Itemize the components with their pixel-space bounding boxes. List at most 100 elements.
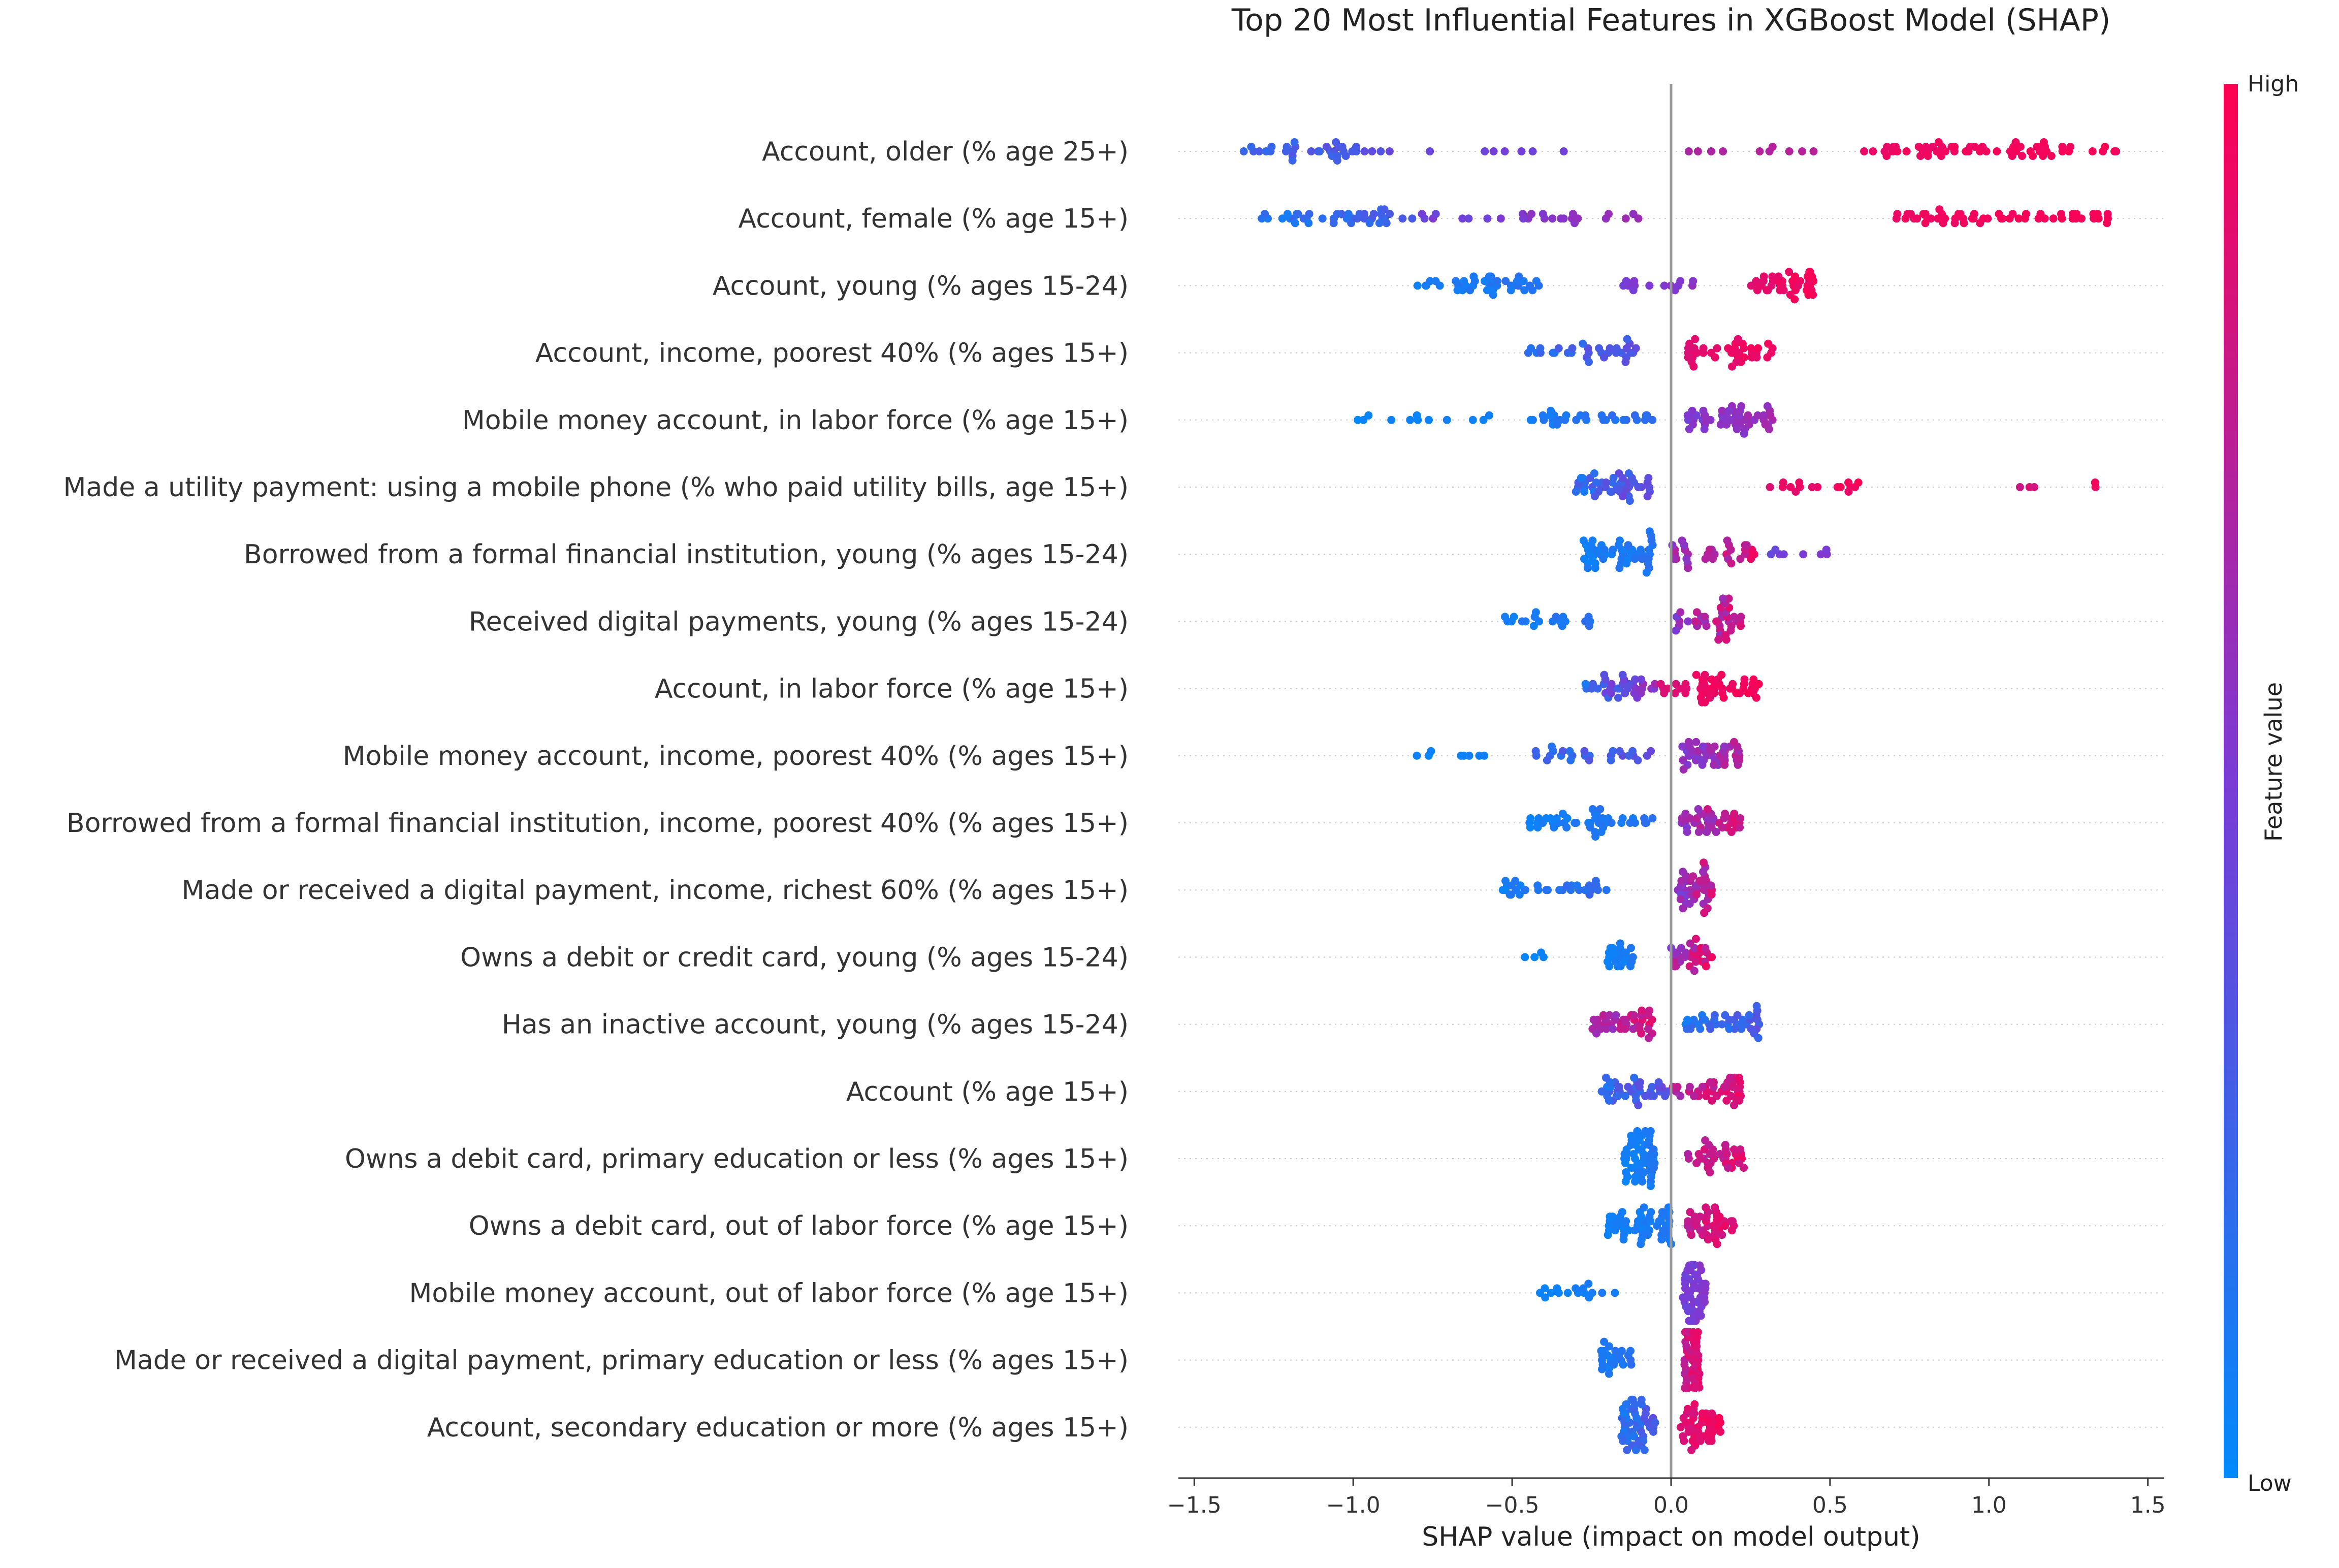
x-tick-label: −0.5 xyxy=(1485,1492,1540,1518)
shap-point xyxy=(1766,483,1774,491)
shap-point xyxy=(1621,689,1629,697)
shap-point xyxy=(1785,268,1793,276)
shap-point xyxy=(1626,962,1635,971)
shap-point xyxy=(1528,147,1537,155)
shap-point xyxy=(1678,742,1687,751)
shap-point xyxy=(1637,1395,1646,1404)
shap-point xyxy=(1691,1384,1700,1392)
shap-point xyxy=(1376,147,1385,155)
shap-point xyxy=(1622,1217,1630,1226)
shap-point xyxy=(1520,286,1529,295)
shap-point xyxy=(1642,411,1650,420)
shap-point xyxy=(1730,1145,1738,1154)
shap-point xyxy=(1755,147,1764,155)
shap-point xyxy=(1692,1159,1701,1167)
shap-point xyxy=(1798,147,1807,155)
shap-point xyxy=(1724,594,1733,603)
shap-point xyxy=(1993,147,2001,155)
shap-point xyxy=(1530,953,1539,962)
shap-point xyxy=(1919,210,1928,218)
shap-point xyxy=(1598,1365,1606,1373)
shap-point xyxy=(1364,411,1373,420)
shap-point xyxy=(1681,680,1690,688)
feature-label: Mobile money account, out of labor force… xyxy=(409,1278,1129,1308)
shap-point xyxy=(1541,1293,1550,1302)
shap-point xyxy=(1431,210,1440,218)
shap-point xyxy=(1882,152,1891,160)
shap-point xyxy=(1464,214,1473,223)
shap-point xyxy=(1712,828,1720,836)
shap-point xyxy=(1684,617,1692,626)
shap-point xyxy=(1341,152,1350,160)
shap-point xyxy=(1679,904,1687,913)
shap-point xyxy=(1754,1034,1763,1042)
feature-label: Received digital payments, young (% ages… xyxy=(469,606,1129,637)
shap-point xyxy=(1536,344,1545,353)
colorbar-gradient xyxy=(2224,84,2238,1478)
shap-point xyxy=(1406,415,1415,424)
shap-point xyxy=(1637,1240,1645,1249)
shap-point xyxy=(1710,1011,1719,1019)
shap-point xyxy=(1537,948,1546,957)
shap-point xyxy=(1526,814,1535,822)
shap-point xyxy=(1413,411,1421,420)
shap-point xyxy=(1995,210,2003,218)
shap-point xyxy=(1692,890,1701,899)
shap-point xyxy=(2088,147,2097,155)
shap-point xyxy=(1365,219,1374,228)
feature-label: Made or received a digital payment, prim… xyxy=(114,1346,1129,1376)
shap-point xyxy=(1626,1347,1635,1355)
shap-point xyxy=(2112,147,2121,155)
shap-point xyxy=(1816,550,1825,559)
shap-point xyxy=(1580,488,1589,496)
shap-point xyxy=(1630,277,1639,285)
shap-point xyxy=(1903,210,1912,218)
shap-point xyxy=(1970,210,1978,218)
shap-point xyxy=(1619,1360,1627,1369)
shap-point xyxy=(1869,147,1877,155)
shap-point xyxy=(1692,608,1701,617)
shap-point xyxy=(1719,594,1727,603)
shap-point xyxy=(1854,478,1863,487)
shap-point xyxy=(1574,214,1582,223)
shap-point xyxy=(1976,219,1984,228)
shap-point xyxy=(1529,622,1538,630)
shap-point xyxy=(1316,147,1324,155)
shap-point xyxy=(1647,1208,1655,1217)
shap-point xyxy=(1748,353,1756,362)
shap-point xyxy=(1591,833,1600,841)
shap-point xyxy=(1671,286,1679,295)
shap-point xyxy=(1539,411,1547,420)
feature-rows: Account, older (% age 25+) Account, femal… xyxy=(63,137,2164,1443)
shap-point xyxy=(1736,814,1745,822)
shap-point xyxy=(1822,546,1831,554)
shap-point xyxy=(1627,1132,1636,1140)
shap-point xyxy=(1701,555,1710,563)
shap-point xyxy=(1704,1235,1712,1244)
shap-point xyxy=(1606,344,1614,353)
shap-point xyxy=(1566,756,1575,764)
shap-point xyxy=(2018,152,2026,160)
shap-point xyxy=(1716,1427,1724,1436)
shap-point xyxy=(1360,147,1369,155)
shap-point xyxy=(1597,1347,1606,1355)
shap-point xyxy=(1726,626,1735,635)
shap-point xyxy=(1791,488,1800,496)
shap-point xyxy=(1714,635,1723,644)
shap-point xyxy=(1750,550,1758,559)
shap-point xyxy=(1565,747,1574,755)
shap-point xyxy=(1740,675,1749,684)
shap-point xyxy=(1734,760,1742,769)
shap-point xyxy=(1627,944,1635,952)
shap-point xyxy=(1318,214,1327,223)
shap-point xyxy=(1701,1015,1709,1024)
shap-point xyxy=(1744,411,1752,420)
shap-point xyxy=(1701,1279,1710,1288)
shap-point xyxy=(1644,1231,1652,1239)
shap-point xyxy=(1605,1011,1614,1019)
shap-point xyxy=(1466,286,1475,295)
shap-point xyxy=(1710,689,1718,697)
shap-point xyxy=(1649,1145,1658,1154)
feature-label: Account, female (% age 15+) xyxy=(739,204,1129,234)
shap-point xyxy=(1594,488,1603,496)
